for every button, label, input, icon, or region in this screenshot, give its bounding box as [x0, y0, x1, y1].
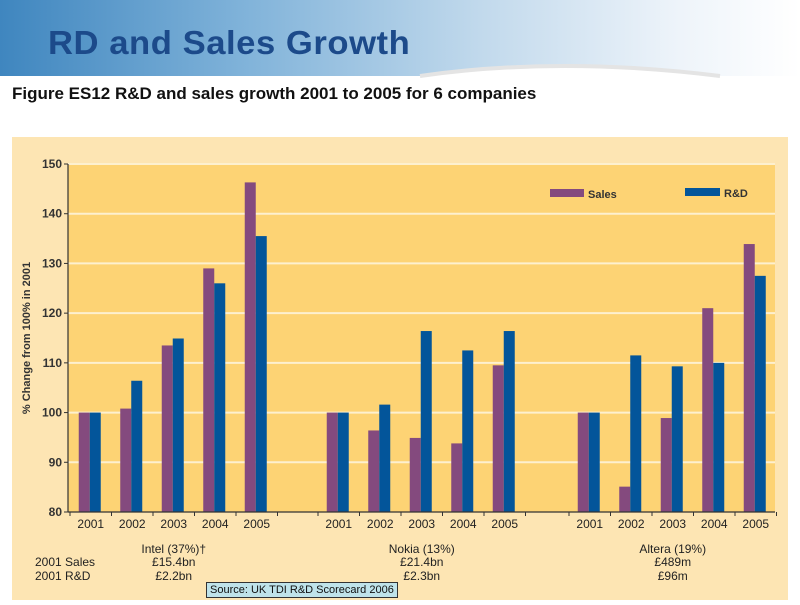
- bar-sales: [660, 418, 672, 512]
- bar-sales: [368, 430, 380, 512]
- bar-sales: [743, 244, 755, 512]
- banner-swoosh: [0, 64, 800, 88]
- y-axis-label: % Change from 100% in 2001: [21, 262, 33, 414]
- bar-sales: [492, 365, 504, 512]
- bar-rd: [713, 362, 725, 512]
- source-note: Source: UK TDI R&D Scorecard 2006: [206, 582, 398, 598]
- company-name-nokia: Nokia (13%): [389, 542, 455, 556]
- bar-rd: [337, 412, 349, 512]
- x-tick-label: 2004: [202, 517, 229, 531]
- x-tick-label: 2001: [576, 517, 603, 531]
- x-tick-label: 2005: [491, 517, 518, 531]
- title-banner: RD and Sales Growth: [0, 0, 800, 88]
- y-tick-labels: 80 90 100 110 120 130 140 150: [42, 157, 62, 519]
- bar-sales: [619, 486, 631, 512]
- x-tick-label: 2003: [659, 517, 686, 531]
- company-footer: 2001 Sales 2001 R&D Intel (37%)† £15.4bn…: [35, 542, 706, 583]
- bar-sales: [161, 345, 173, 512]
- company-sales-altera: £489m: [654, 555, 691, 569]
- x-tick-labels: 2001 2002 2003 2004 2005 2001 2002 2003 2004 2005…: [77, 517, 769, 531]
- y-tick-label: 120: [42, 306, 62, 320]
- y-tick-label: 100: [42, 406, 62, 420]
- bar-rd: [379, 404, 391, 512]
- x-tick-label: 2001: [325, 517, 352, 531]
- bars: [78, 182, 766, 512]
- bar-rd: [214, 283, 226, 512]
- bar-rd: [503, 331, 515, 512]
- legend-rd-label: R&D: [724, 188, 748, 200]
- x-tick-label: 2004: [450, 517, 477, 531]
- bar-rd: [671, 366, 683, 512]
- bar-rd: [131, 380, 143, 512]
- axes: [64, 163, 777, 516]
- bar-sales: [326, 412, 338, 512]
- bar-rd: [462, 350, 474, 512]
- bar-sales: [120, 408, 132, 512]
- company-name-altera: Altera (19%): [639, 542, 706, 556]
- company-rd-nokia: £2.3bn: [403, 569, 440, 583]
- y-tick-label: 90: [49, 455, 63, 469]
- y-tick-label: 110: [43, 356, 63, 370]
- x-tick-label: 2005: [243, 517, 270, 531]
- bar-rd: [172, 338, 184, 512]
- legend-sales-label: Sales: [588, 189, 617, 201]
- bar-rd: [588, 412, 600, 512]
- gridlines: [68, 163, 775, 464]
- bar-sales: [203, 268, 215, 512]
- bar-sales: [409, 437, 421, 512]
- bar-sales: [451, 443, 463, 512]
- company-rd-altera: £96m: [658, 569, 688, 583]
- x-tick-label: 2001: [77, 517, 104, 531]
- y-tick-label: 130: [42, 256, 62, 270]
- legend-sales-swatch: [550, 189, 584, 197]
- legend-rd-swatch: [685, 188, 720, 196]
- x-tick-label: 2004: [701, 517, 728, 531]
- bar-rd: [420, 331, 432, 512]
- chart-container: 80 90 100 110 120 130 140 150 2001 2002 2003 2004 2…: [12, 137, 788, 600]
- bar-rd: [754, 275, 766, 512]
- x-tick-label: 2002: [119, 517, 146, 531]
- row-label-2001-sales: 2001 Sales: [35, 555, 95, 569]
- company-rd-intel: £2.2bn: [155, 569, 192, 583]
- y-tick-label: 140: [42, 207, 62, 221]
- y-tick-label: 150: [42, 157, 62, 171]
- x-tick-label: 2005: [742, 517, 769, 531]
- company-sales-nokia: £21.4bn: [400, 555, 443, 569]
- x-tick-label: 2002: [618, 517, 645, 531]
- bar-sales: [702, 308, 714, 512]
- bar-rd: [89, 412, 101, 512]
- x-tick-label: 2003: [408, 517, 435, 531]
- company-sales-intel: £15.4bn: [152, 555, 195, 569]
- figure-caption: Figure ES12 R&D and sales growth 2001 to…: [12, 84, 537, 103]
- x-tick-label: 2003: [160, 517, 187, 531]
- bar-rd: [630, 355, 642, 512]
- bar-sales: [78, 412, 90, 512]
- y-tick-label: 80: [49, 505, 63, 519]
- legend: Sales R&D: [550, 188, 748, 201]
- slide-title: RD and Sales Growth: [48, 24, 411, 61]
- bar-sales: [244, 182, 256, 512]
- company-name-intel: Intel (37%)†: [141, 542, 206, 556]
- x-tick-label: 2002: [367, 517, 394, 531]
- bar-rd: [255, 236, 267, 512]
- bar-sales: [577, 412, 589, 512]
- row-label-2001-rd: 2001 R&D: [35, 569, 91, 583]
